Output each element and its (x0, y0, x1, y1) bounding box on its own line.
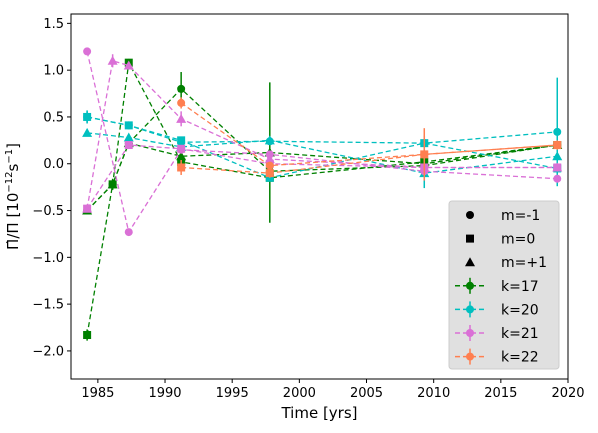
legend-marker (466, 234, 474, 243)
data-point (124, 141, 133, 150)
series-line (180, 102, 558, 167)
data-point (107, 179, 118, 189)
legend-label: k=20 (501, 302, 539, 318)
data-point (124, 228, 133, 237)
data-point (83, 331, 92, 340)
x-tick-label: 2015 (484, 386, 517, 401)
data-point (177, 136, 186, 145)
legend-box (448, 200, 560, 370)
y-axis-label-exponent: −12 (4, 172, 15, 193)
y-tick-label: 0.5 (43, 110, 64, 125)
legend-label: m=-1 (501, 208, 540, 224)
data-point (553, 141, 562, 150)
y-axis-label-unit: s (4, 164, 22, 172)
y-tick-label: −1.0 (32, 251, 64, 266)
legend-item-m=+1: m=+1 (465, 255, 547, 271)
legend-item-k=17: k=17 (455, 277, 539, 295)
legend-label: k=21 (501, 326, 539, 342)
y-tick-label: 1.0 (43, 64, 64, 79)
series-line (86, 116, 558, 179)
series-line (181, 144, 558, 174)
legend: m=-1 m=0 m=+1 k=17 k=20 k=21 k=22 (448, 200, 560, 370)
legend-marker (466, 281, 474, 290)
x-tick-label: 2010 (417, 386, 450, 401)
y-axis-label: Π̇/Π [10−12s−1] (4, 143, 22, 250)
y-tick-label: 0.0 (43, 157, 64, 172)
data-point (177, 84, 186, 93)
legend-item-m=0: m=0 (466, 232, 535, 248)
data-point (265, 161, 274, 170)
data-point (83, 112, 92, 121)
x-tick-label: 2000 (283, 386, 316, 401)
data-point (82, 203, 93, 213)
data-point (264, 135, 275, 145)
plot-frame (70, 13, 569, 380)
legend-marker (466, 211, 474, 219)
data-point (177, 144, 186, 153)
data-point (82, 127, 93, 137)
y-tick-label: −2.0 (32, 344, 64, 359)
data-point (124, 121, 133, 130)
series-line (87, 132, 558, 174)
legend-marker (466, 352, 474, 361)
legend-marker (466, 329, 474, 337)
data-point (176, 113, 187, 123)
data-layer (82, 47, 563, 341)
data-point (176, 151, 187, 161)
data-point (553, 127, 562, 136)
data-point (552, 162, 563, 172)
data-point (265, 169, 274, 178)
y-tick-label: 1.5 (43, 17, 64, 32)
data-point (83, 47, 92, 56)
x-tick-label: 1995 (216, 386, 249, 401)
x-tick-label: 2005 (350, 386, 383, 401)
data-point (177, 98, 186, 107)
legend-label: m=0 (501, 232, 535, 248)
series-k=21-m=+1 (82, 54, 563, 213)
series-k=22-m=0 (177, 128, 562, 181)
x-axis-label: Time [yrs] (280, 404, 357, 422)
legend-label: m=+1 (501, 255, 547, 271)
y-axis-label-unit-exponent: −1 (4, 149, 15, 164)
y-axis: −2.0 −1.5 −1.0 −0.5 0.0 0.5 1.0 1.5 (32, 17, 71, 359)
data-point (107, 55, 118, 65)
series-line (86, 51, 558, 234)
legend-item-k=21: k=21 (455, 325, 539, 342)
data-point (420, 150, 429, 159)
x-tick-label: 1990 (148, 386, 181, 401)
legend-item-k=20: k=20 (455, 301, 539, 318)
data-point (553, 174, 562, 183)
legend-label: k=17 (501, 279, 539, 295)
legend-marker (466, 305, 474, 314)
data-point (123, 132, 134, 142)
data-point (177, 163, 186, 172)
data-point (264, 154, 275, 164)
legend-item-m=-1: m=-1 (466, 208, 540, 224)
x-tick-label: 1985 (81, 386, 114, 401)
y-tick-label: −1.5 (32, 298, 64, 313)
y-axis-label-close: ] (4, 143, 22, 149)
legend-marker (465, 257, 475, 267)
y-axis-label-main: Π̇/Π [10 (4, 193, 22, 250)
data-point (123, 60, 134, 70)
x-axis: 1985 1990 1995 2000 2005 2010 2015 2020 (81, 379, 585, 401)
legend-label: k=22 (501, 350, 539, 366)
legend-item-k=22: k=22 (455, 348, 539, 366)
y-tick-label: −0.5 (32, 204, 64, 219)
x-tick-label: 2020 (551, 386, 584, 401)
data-point (552, 151, 563, 161)
